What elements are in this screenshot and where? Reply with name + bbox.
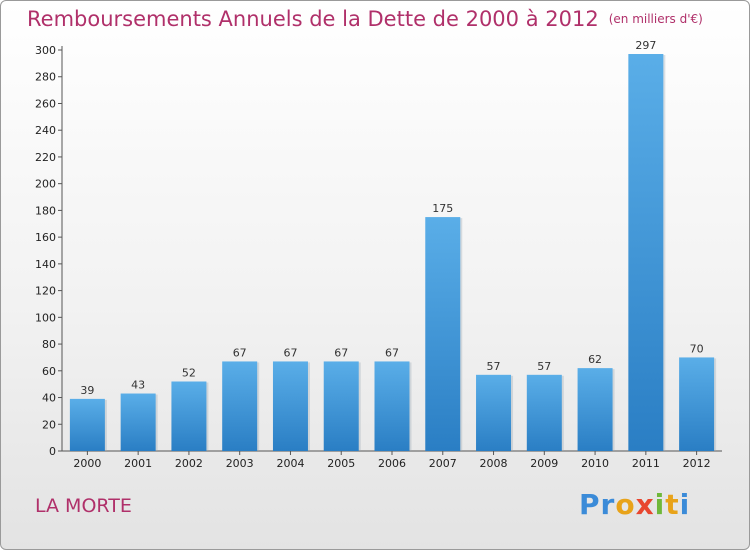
y-tick-label: 220 [35,151,56,164]
bar [69,398,105,451]
data-label: 70 [690,342,704,355]
data-label: 67 [233,346,247,359]
bar [679,357,715,451]
y-tick-label: 0 [49,445,56,458]
data-label: 67 [334,346,348,359]
y-tick-label: 180 [35,204,56,217]
data-label: 297 [635,39,656,52]
data-label: 52 [182,366,196,379]
x-tick-label: 2010 [581,457,609,470]
bar [222,361,258,451]
x-tick-label: 2009 [530,457,558,470]
y-tick-label: 100 [35,311,56,324]
bar [628,54,664,451]
chart-unit: (en milliers d'€) [608,12,703,26]
bar [323,361,359,451]
data-label: 67 [283,346,297,359]
x-tick-label: 2003 [226,457,254,470]
bar [476,374,512,451]
data-label: 39 [80,384,94,397]
data-label: 175 [432,202,453,215]
x-tick-label: 2011 [632,457,660,470]
bar [171,381,207,451]
data-label: 62 [588,353,602,366]
bar [120,393,156,451]
y-tick-label: 160 [35,231,56,244]
y-tick-label: 80 [42,338,56,351]
bar [577,368,613,451]
x-tick-label: 2012 [683,457,711,470]
x-tick-label: 2004 [276,457,304,470]
x-tick-label: 2006 [378,457,406,470]
x-tick-label: 2008 [480,457,508,470]
data-label: 57 [537,360,551,373]
x-tick-label: 2007 [429,457,457,470]
y-tick-label: 240 [35,124,56,137]
y-tick-label: 300 [35,44,56,57]
x-tick-label: 2000 [73,457,101,470]
bar [374,361,410,451]
y-tick-label: 40 [42,392,56,405]
bar [425,217,461,451]
data-label: 67 [385,346,399,359]
x-tick-label: 2005 [327,457,355,470]
y-tick-label: 140 [35,258,56,271]
y-tick-label: 20 [42,418,56,431]
data-label: 43 [131,379,145,392]
commune-name: LA MORTE [35,495,132,517]
y-tick-label: 280 [35,71,56,84]
proxiti-logo: Proxiti [579,488,691,521]
y-tick-label: 60 [42,365,56,378]
bar [526,374,562,451]
y-tick-label: 200 [35,178,56,191]
chart-title: Remboursements Annuels de la Dette de 20… [27,7,703,31]
y-tick-label: 120 [35,285,56,298]
x-tick-label: 2002 [175,457,203,470]
bar [272,361,308,451]
data-label: 57 [487,360,501,373]
x-tick-label: 2001 [124,457,152,470]
y-tick-label: 260 [35,97,56,110]
